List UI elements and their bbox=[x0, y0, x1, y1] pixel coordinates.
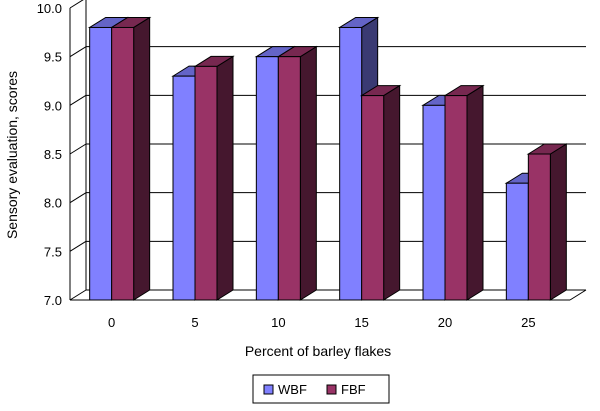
bar-front bbox=[444, 95, 468, 301]
bar-fbf-0 bbox=[109, 16, 152, 301]
gridline-depth bbox=[69, 289, 87, 301]
gridline-depth bbox=[69, 143, 87, 155]
y-tick-label: 8.0 bbox=[44, 196, 62, 211]
bar-front bbox=[527, 153, 551, 301]
y-axis-title: Sensory evaluation, scores bbox=[4, 71, 20, 239]
legend-box bbox=[252, 374, 390, 404]
bar-side bbox=[466, 84, 484, 301]
bar-front bbox=[111, 26, 135, 301]
bar-fbf-25 bbox=[526, 143, 569, 301]
y-tick-label: 9.0 bbox=[44, 98, 62, 113]
bar-front bbox=[505, 182, 529, 301]
bar-front bbox=[89, 26, 113, 301]
y-tick-label: 7.5 bbox=[44, 244, 62, 259]
x-tick-label: 0 bbox=[108, 315, 115, 330]
gridline-depth bbox=[69, 94, 87, 106]
x-tick-label: 20 bbox=[438, 315, 452, 330]
legend-swatch-wbf bbox=[263, 384, 274, 395]
floor-edge bbox=[569, 289, 587, 301]
x-tick-label: 5 bbox=[191, 315, 198, 330]
bar-front bbox=[339, 26, 363, 301]
bar-front bbox=[361, 95, 385, 301]
y-tick-label: 10.0 bbox=[37, 1, 62, 16]
legend-swatch-fbf bbox=[326, 384, 337, 395]
y-tick-label: 8.5 bbox=[44, 147, 62, 162]
x-tick-labels: 0 5 10 15 20 25 bbox=[108, 315, 536, 330]
gridlines bbox=[69, 0, 586, 301]
x-tick-label: 25 bbox=[521, 315, 535, 330]
legend-label-wbf: WBF bbox=[278, 382, 307, 397]
bar-side bbox=[383, 84, 401, 301]
bar-side bbox=[549, 143, 567, 301]
x-tick-label: 15 bbox=[354, 315, 368, 330]
bar-front bbox=[255, 56, 279, 301]
bar-fbf-20 bbox=[443, 84, 485, 301]
y-tick-label: 7.0 bbox=[44, 293, 62, 308]
bar-front bbox=[172, 75, 196, 301]
bar-front bbox=[194, 65, 218, 301]
axes bbox=[69, 0, 587, 301]
bar-side bbox=[299, 45, 317, 301]
gridline-depth bbox=[69, 192, 87, 204]
bars bbox=[87, 16, 569, 301]
gridline-depth bbox=[69, 46, 87, 58]
bar-front bbox=[422, 104, 446, 301]
legend: WBF FBF bbox=[252, 374, 390, 404]
bar-side bbox=[216, 55, 234, 301]
bar-fbf-15 bbox=[359, 84, 402, 301]
y-tick-label: 9.5 bbox=[44, 50, 62, 65]
bar-front bbox=[277, 56, 301, 301]
bar-fbf-10 bbox=[276, 45, 319, 301]
gridline-depth bbox=[69, 240, 87, 252]
bar-side bbox=[133, 16, 151, 301]
x-axis-title: Percent of barley flakes bbox=[245, 343, 391, 359]
y-tick-labels: 7.0 7.5 8.0 8.5 9.0 9.5 10.0 bbox=[37, 1, 62, 308]
legend-label-fbf: FBF bbox=[341, 382, 366, 397]
gridline-depth bbox=[69, 0, 84, 9]
x-tick-label: 10 bbox=[271, 315, 285, 330]
bar-fbf-5 bbox=[193, 55, 235, 301]
